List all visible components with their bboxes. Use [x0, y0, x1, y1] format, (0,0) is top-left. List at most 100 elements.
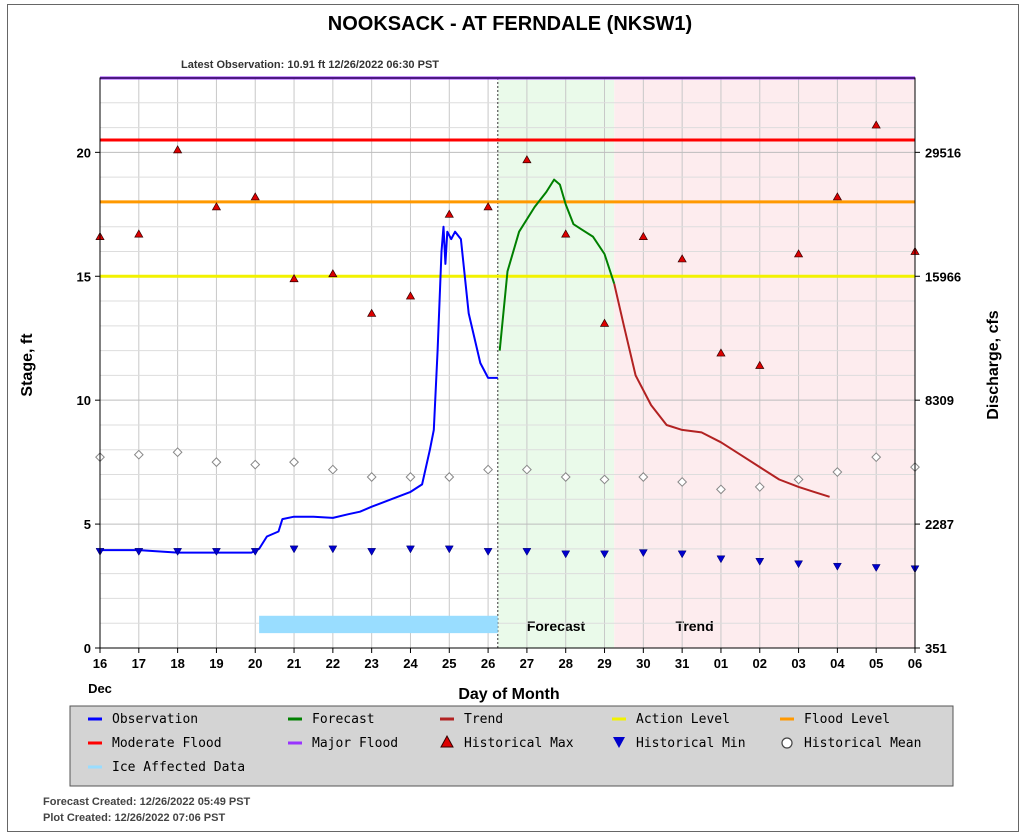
footer-forecast-created: Forecast Created: 12/26/2022 05:49 PST [43, 796, 251, 808]
historical-min-point [483, 548, 493, 556]
historical-max-point [289, 274, 299, 283]
legend-item: Moderate Flood [88, 736, 222, 751]
region-label-trend: Trend [676, 618, 714, 634]
legend-label: Ice Affected Data [112, 760, 245, 775]
historical-mean-point [366, 472, 377, 482]
historical-max-point [405, 291, 416, 300]
y-tick-label: 0 [84, 641, 91, 656]
legend-label: Forecast [312, 712, 375, 727]
historical-min-point [367, 548, 377, 556]
legend-item: Observation [88, 712, 198, 727]
historical-min-point [134, 548, 144, 556]
y2-tick-label: 2287 [925, 517, 954, 532]
historical-mean-point [289, 457, 299, 468]
legend-label: Historical Mean [804, 736, 921, 751]
x-tick-label: 27 [520, 656, 534, 671]
x-tick-label: 20 [248, 656, 262, 671]
x-tick-label: 02 [753, 656, 767, 671]
x-tick-label: 29 [597, 656, 611, 671]
x-axis-label: Day of Month [458, 686, 559, 703]
historical-max-point [522, 155, 532, 164]
legend-swatch [781, 737, 793, 749]
legend-label: Trend [464, 712, 503, 727]
historical-mean-point [483, 464, 494, 475]
historical-max-point [755, 360, 765, 369]
x-tick-label: 25 [442, 656, 456, 671]
historical-min-point [522, 548, 532, 556]
x-tick-label: 19 [209, 656, 223, 671]
historical-max-point [716, 348, 726, 357]
historical-mean-point [871, 452, 882, 463]
y2-tick-label: 8309 [925, 393, 954, 408]
legend-box [69, 705, 954, 787]
legend-label: Major Flood [312, 736, 398, 751]
x-tick-label: 24 [403, 656, 418, 671]
x-tick-label: 01 [714, 656, 728, 671]
historical-mean-point [754, 481, 765, 492]
x-tick-label: 18 [170, 656, 184, 671]
x-tick-label: 04 [830, 656, 845, 671]
historical-mean-point [327, 464, 338, 475]
historical-max-point [483, 202, 493, 211]
historical-mean-point [172, 447, 183, 458]
historical-min-point [794, 560, 804, 569]
x-tick-label: 17 [132, 656, 146, 671]
historical-mean-point [133, 449, 144, 460]
historical-mean-point [793, 474, 804, 485]
historical-min-point [871, 564, 881, 572]
x-tick-label: 30 [636, 656, 650, 671]
historical-min-point [600, 550, 609, 559]
y2-tick-label: 15966 [925, 269, 961, 284]
x-tick-label: 22 [326, 656, 340, 671]
historical-mean-point [560, 472, 571, 482]
historical-min-point [561, 550, 571, 559]
historical-mean-point [521, 464, 532, 475]
legend-item: Historical Max [440, 734, 574, 751]
historical-max-point [173, 145, 183, 154]
x-tick-label: 05 [869, 656, 883, 671]
historical-min-point [250, 548, 260, 556]
y-tick-label: 10 [77, 393, 91, 408]
legend-item: Ice Affected Data [88, 760, 245, 775]
x-tick-label: 23 [364, 656, 378, 671]
plot-area: Forecast Trend [95, 76, 920, 648]
x-tick-label: 03 [791, 656, 805, 671]
legend-item: Flood Level [780, 712, 890, 727]
legend-label: Historical Min [636, 736, 746, 751]
y-tick-label: 5 [84, 517, 91, 532]
y2-tick-label: 351 [925, 641, 947, 656]
legend: Observation Forecast Trend Action Level Floo… [69, 705, 954, 787]
historical-max-point [211, 202, 222, 211]
chart-subtitle: Latest Observation: 10.91 ft 12/26/2022 … [181, 59, 439, 71]
historical-max-point [134, 229, 144, 238]
historical-max-point [561, 229, 571, 238]
historical-min-point [716, 555, 726, 564]
historical-mean-point [677, 477, 688, 487]
x-tick-label: 31 [675, 656, 689, 671]
x-tick-label: 16 [93, 656, 107, 671]
legend-item: Historical Mean [781, 736, 921, 751]
historical-mean-point [444, 472, 455, 482]
legend-item: Historical Min [613, 736, 746, 751]
historical-mean-point [832, 467, 843, 477]
historical-max-point [444, 209, 454, 218]
legend-label: Action Level [636, 712, 730, 727]
historical-max-point [871, 120, 881, 129]
historical-mean-point [405, 472, 416, 482]
legend-label: Historical Max [464, 736, 574, 751]
x-tick-label: 28 [558, 656, 572, 671]
legend-item: Action Level [612, 712, 730, 727]
y-tick-label: 20 [77, 145, 91, 160]
y2-tick-label: 29516 [925, 145, 961, 160]
historical-min-point [173, 548, 183, 556]
legend-label: Moderate Flood [112, 736, 222, 751]
y-tick-label: 15 [77, 269, 91, 284]
historical-max-point [367, 308, 377, 317]
legend-label: Observation [112, 712, 198, 727]
plot-border [99, 77, 916, 649]
legend-swatch [440, 734, 454, 748]
historical-mean-point [716, 484, 726, 495]
region-label-forecast: Forecast [527, 618, 586, 634]
historical-min-point [406, 545, 415, 554]
legend-item: Trend [440, 712, 503, 727]
